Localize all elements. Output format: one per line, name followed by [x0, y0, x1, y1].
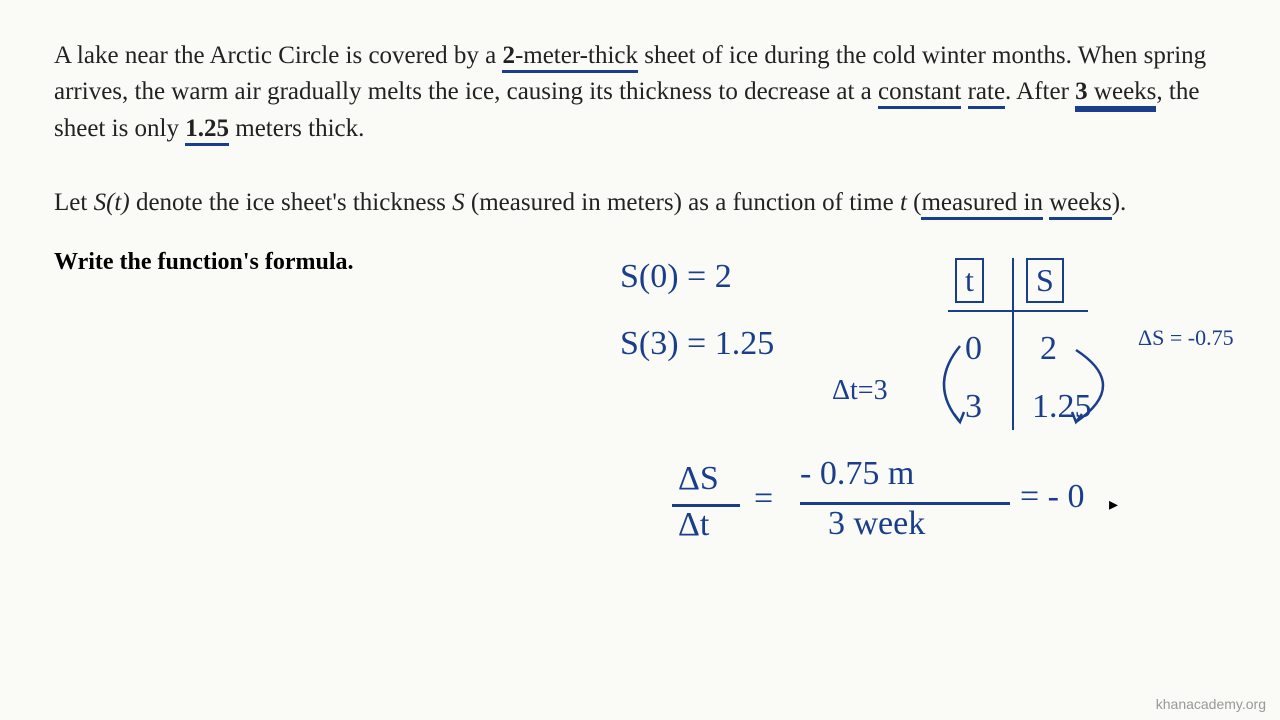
cursor-icon: ▸ — [1109, 494, 1118, 515]
frac-bot-right: 3 week — [828, 505, 925, 543]
text: ( — [907, 189, 922, 216]
watermark: khanacademy.org — [1156, 696, 1266, 712]
s-of-t: S(t) — [94, 189, 130, 216]
final-thickness: 1.25 — [185, 115, 229, 146]
rate-underline: rate — [968, 78, 1005, 109]
text: Let — [54, 189, 94, 216]
hw-ds-label: ΔS = -0.75 — [1138, 325, 1234, 351]
measured-in: measured in — [921, 189, 1042, 220]
table-hline — [948, 310, 1088, 312]
equals1: = — [754, 480, 773, 518]
table-header-t: t — [955, 258, 984, 303]
equals2: = - 0 — [1020, 478, 1085, 516]
hw-eq1: S(0) = 2 — [620, 258, 732, 296]
text: meters thick. — [229, 115, 364, 142]
text: weeks — [1088, 78, 1157, 105]
dt-curve-icon — [918, 340, 968, 430]
text: (measured in meters) as a function of ti… — [465, 189, 900, 216]
problem-paragraph-1: A lake near the Arctic Circle is covered… — [54, 38, 1226, 147]
function-definition: Let S(t) denote the ice sheet's thicknes… — [54, 185, 1226, 221]
text: ). — [1112, 189, 1127, 216]
table-s0: 2 — [1040, 330, 1057, 368]
text: A lake near the Arctic Circle is covered… — [54, 42, 502, 69]
table-header-s: S — [1026, 258, 1064, 303]
frac-bot-left: Δt — [678, 506, 709, 544]
hw-dt-label: Δt=3 — [832, 375, 888, 407]
s-var: S — [452, 189, 465, 216]
text: sheet of ice during the cold winter mont… — [638, 42, 1072, 69]
text: . After — [1005, 78, 1075, 105]
text: denote the ice sheet's thickness — [130, 189, 452, 216]
weeks-value: 3 — [1075, 78, 1088, 105]
table-vline — [1012, 258, 1014, 430]
ds-curve-icon — [1068, 340, 1138, 430]
t-var: t — [900, 189, 907, 216]
thickness-value: 2 — [502, 42, 515, 69]
text: -meter-thick — [515, 42, 638, 69]
frac-top-right: - 0.75 m — [800, 455, 914, 493]
weeks-underline: weeks — [1049, 189, 1111, 220]
hw-eq2: S(3) = 1.25 — [620, 325, 774, 363]
constant-underline: constant — [878, 78, 961, 109]
frac-top-left: ΔS — [678, 460, 719, 498]
